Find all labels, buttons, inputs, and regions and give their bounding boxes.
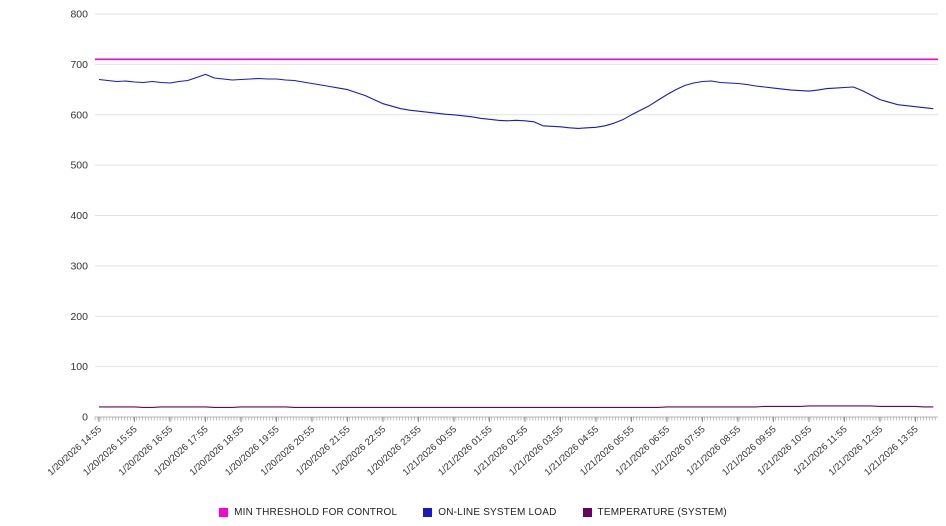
legend-label-temperature-system: TEMPERATURE (SYSTEM) <box>597 507 727 518</box>
legend-item-temperature-system: TEMPERATURE (SYSTEM) <box>582 507 727 518</box>
y-axis-tick-label: 500 <box>70 160 88 172</box>
y-axis-tick-label: 700 <box>70 59 88 71</box>
y-axis-tick-label: 400 <box>70 210 88 222</box>
series-line-temperature-system <box>99 405 934 408</box>
series-line-on-line-system-load <box>98 73 934 129</box>
y-axis-tick-label: 200 <box>70 311 88 323</box>
y-axis-tick-label: 800 <box>70 9 88 21</box>
y-axis-tick-label: 300 <box>70 260 88 272</box>
chart-legend: MIN THRESHOLD FOR CONTROL ON-LINE SYSTEM… <box>0 507 946 518</box>
legend-swatch-online-system-load-icon <box>423 508 433 517</box>
legend-label-online-system-load: ON-LINE SYSTEM LOAD <box>438 507 557 518</box>
y-axis-tick-label: 0 <box>82 412 88 424</box>
y-axis-tick-label: 100 <box>70 361 88 373</box>
legend-item-min-threshold: MIN THRESHOLD FOR CONTROL <box>219 507 397 518</box>
legend-label-min-threshold: MIN THRESHOLD FOR CONTROL <box>234 507 398 518</box>
legend-item-online-system-load: ON-LINE SYSTEM LOAD <box>423 507 556 518</box>
y-axis-tick-label: 600 <box>70 109 88 121</box>
legend-swatch-min-threshold-icon <box>219 508 229 517</box>
legend-swatch-temperature-system-icon <box>582 508 592 517</box>
